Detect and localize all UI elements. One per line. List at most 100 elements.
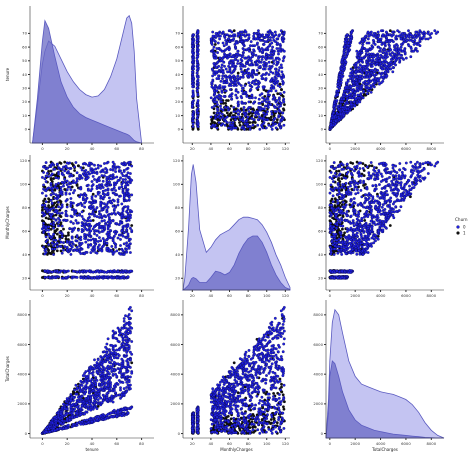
scatter-point: [382, 42, 385, 45]
scatter-point: [336, 94, 339, 97]
scatter-point: [119, 222, 122, 225]
scatter-point: [272, 72, 275, 75]
scatter-point: [228, 55, 231, 58]
scatter-point: [51, 190, 54, 193]
scatter-point: [250, 64, 253, 67]
scatter-point: [265, 65, 268, 68]
scatter-point: [129, 251, 132, 254]
scatter-point: [192, 114, 195, 117]
scatter-point: [282, 36, 285, 39]
scatter-point: [277, 53, 280, 56]
scatter-point: [192, 90, 195, 93]
scatter-point: [252, 102, 255, 105]
scatter-point: [257, 86, 260, 89]
scatter-point: [391, 35, 394, 38]
scatter-point: [267, 54, 270, 57]
scatter-point: [278, 123, 281, 126]
scatter-point: [125, 242, 128, 245]
x-tick-label: 8000: [426, 146, 436, 151]
scatter-point: [247, 116, 250, 119]
scatter-point: [63, 161, 66, 164]
scatter-point: [359, 77, 362, 80]
scatter-point: [61, 212, 64, 215]
scatter-point: [113, 212, 116, 215]
scatter-point: [269, 39, 272, 42]
scatter-point: [366, 42, 369, 45]
scatter-point: [47, 251, 50, 254]
scatter-point: [46, 276, 49, 279]
scatter-point: [128, 199, 131, 202]
scatter-point: [54, 197, 57, 200]
scatter-point: [266, 110, 269, 113]
scatter-point: [66, 206, 69, 209]
scatter-point: [93, 201, 96, 204]
scatter-point: [241, 87, 244, 90]
x-tick-label: 20: [65, 293, 70, 298]
x-tick-label: 4000: [376, 146, 386, 151]
scatter-point: [196, 84, 199, 87]
scatter-point: [197, 31, 200, 34]
scatter-point: [384, 71, 387, 74]
scatter-point: [257, 113, 260, 116]
scatter-point: [55, 219, 58, 222]
scatter-point: [370, 91, 373, 94]
scatter-point: [61, 252, 64, 255]
scatter-point: [116, 222, 119, 225]
scatter-point: [213, 62, 216, 65]
y-tick-label: 10: [22, 113, 27, 118]
scatter-point: [282, 60, 285, 63]
scatter-point: [56, 245, 59, 248]
scatter-point: [108, 235, 111, 238]
scatter-point: [346, 98, 349, 101]
scatter-point: [281, 118, 284, 121]
scatter-point: [44, 213, 47, 216]
y-tick-label: 20: [175, 276, 180, 281]
scatter-point: [268, 101, 271, 104]
scatter-point: [219, 57, 222, 60]
scatter-point: [113, 177, 116, 180]
scatter-point: [225, 109, 228, 112]
scatter-point: [250, 60, 253, 63]
scatter-point: [51, 248, 54, 251]
scatter-point: [71, 208, 74, 211]
scatter-point: [73, 166, 76, 169]
scatter-point: [240, 58, 243, 61]
scatter-point: [344, 102, 347, 105]
scatter-point: [336, 99, 339, 102]
scatter-point: [116, 276, 119, 279]
scatter-point: [125, 192, 128, 195]
scatter-point: [265, 101, 268, 104]
scatter-point: [87, 275, 90, 278]
scatter-point: [96, 172, 99, 175]
scatter-point: [385, 36, 388, 39]
scatter-point: [191, 40, 194, 43]
scatter-point: [213, 92, 216, 95]
scatter-point: [47, 243, 50, 246]
scatter-point: [70, 221, 73, 224]
scatter-point: [366, 92, 369, 95]
scatter-point: [250, 40, 253, 43]
scatter-point: [101, 220, 104, 223]
scatter-point: [52, 253, 55, 256]
y-tick-label: 60: [175, 229, 180, 234]
scatter-point: [382, 76, 385, 79]
scatter-point: [368, 90, 371, 93]
x-tick-label: 40: [90, 146, 95, 151]
scatter-point: [229, 35, 232, 38]
scatter-point: [262, 86, 265, 89]
scatter-point: [60, 222, 63, 225]
scatter-point: [86, 270, 89, 273]
scatter-point: [282, 108, 285, 111]
scatter-point: [229, 53, 232, 56]
scatter-point: [103, 239, 106, 242]
scatter-point: [227, 109, 230, 112]
scatter-point: [60, 162, 63, 165]
scatter-point: [99, 203, 102, 206]
scatter-point: [101, 208, 104, 211]
scatter-point: [63, 178, 66, 181]
scatter-point: [354, 105, 357, 108]
scatter-point: [106, 211, 109, 214]
scatter-point: [83, 237, 86, 240]
x-tick-label: 0: [41, 293, 44, 298]
